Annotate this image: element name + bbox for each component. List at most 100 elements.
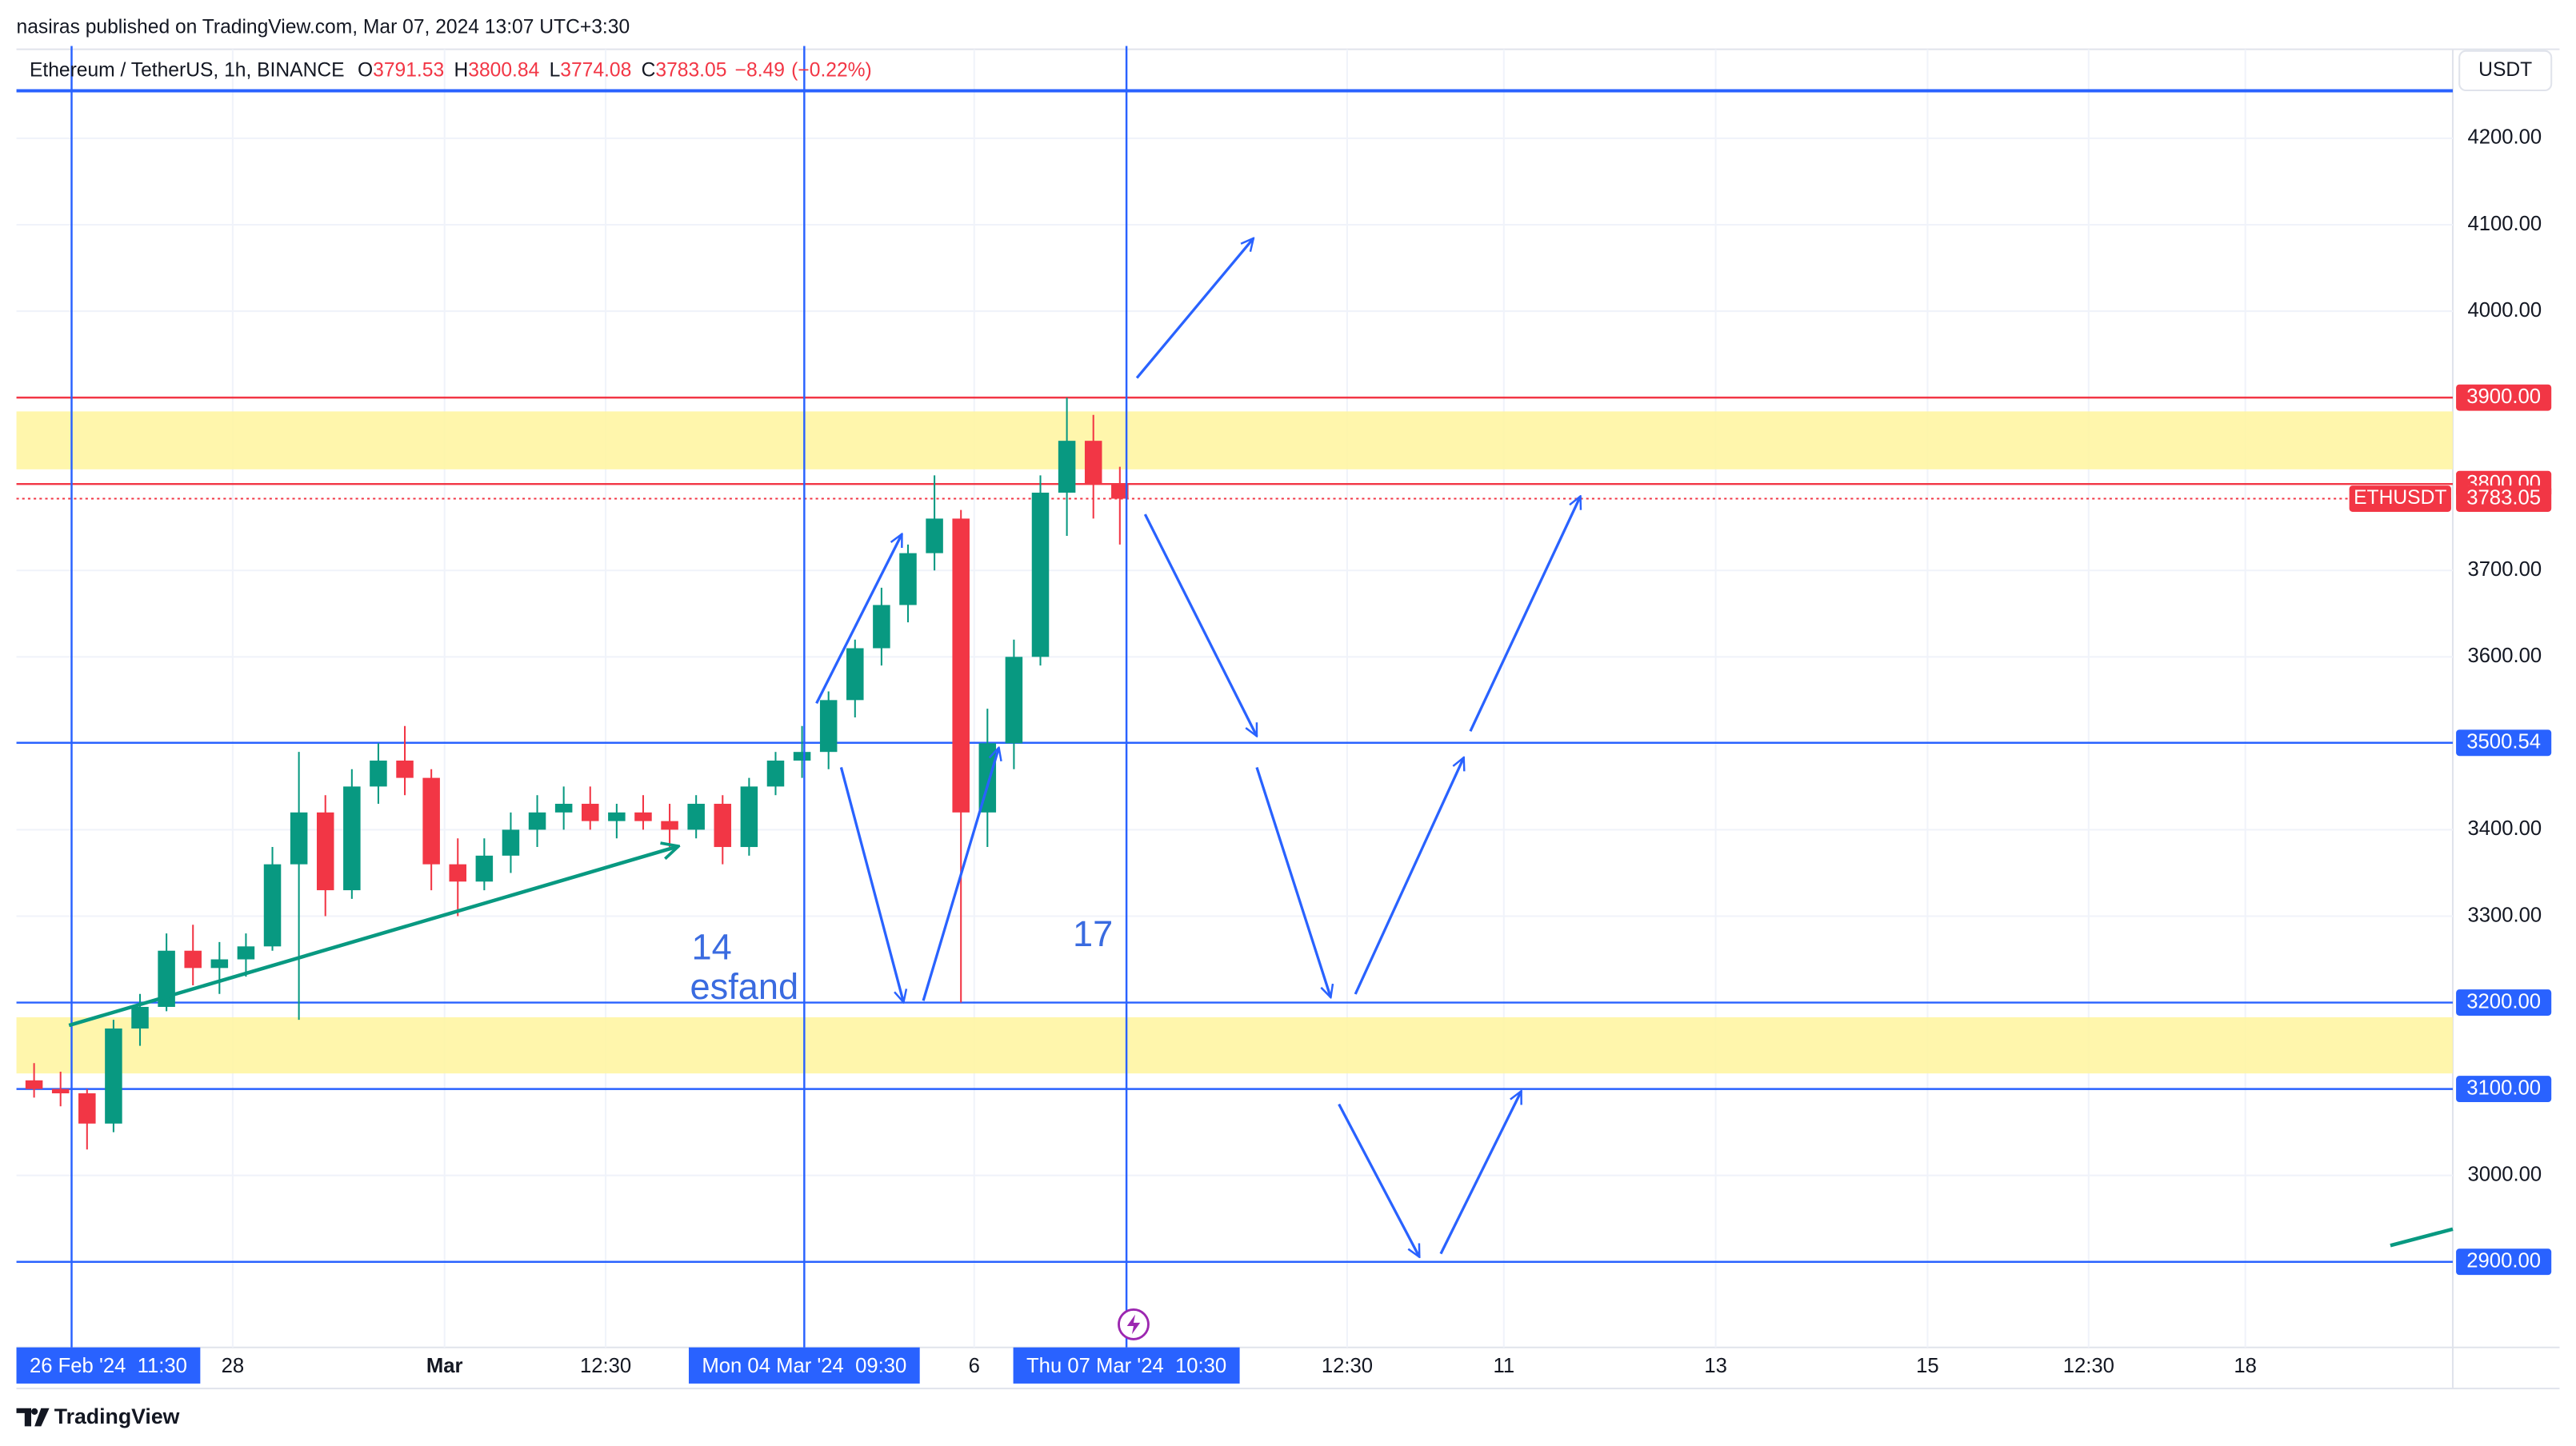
candle-body xyxy=(793,752,811,761)
candle-body xyxy=(634,812,652,821)
candle-body xyxy=(1031,492,1050,657)
legend-value: 3783.05 xyxy=(655,59,726,81)
price-tag-label: 3100.00 xyxy=(2466,1077,2541,1099)
y-tick-label: 4100.00 xyxy=(2467,213,2542,235)
time-tag-label: Mon 04 Mar '24 09:30 xyxy=(702,1355,906,1377)
arrow xyxy=(1354,757,1464,995)
y-tick-label: 4000.00 xyxy=(2467,299,2542,322)
candle-body xyxy=(105,1028,122,1124)
candle-body xyxy=(1084,441,1102,485)
candle-body xyxy=(740,786,758,848)
legend-change-pct: (−0.22%) xyxy=(791,59,872,81)
candle-body xyxy=(952,518,970,813)
price-tag xyxy=(2456,1248,2552,1276)
price-tag xyxy=(2456,384,2552,411)
candle-body xyxy=(554,804,573,813)
price-tag-label: 2900.00 xyxy=(2466,1250,2541,1272)
candle-body xyxy=(899,553,917,605)
arrow xyxy=(815,534,903,705)
price-tag xyxy=(2456,989,2552,1016)
candle-body xyxy=(475,855,494,882)
legend-key: C xyxy=(642,59,656,81)
legend-value: 3774.08 xyxy=(560,59,631,81)
candle-body xyxy=(608,812,626,821)
arrow xyxy=(1469,496,1581,732)
trend-arrow xyxy=(68,846,678,1028)
arrow xyxy=(1338,1103,1421,1257)
candle-body xyxy=(316,812,334,891)
price-tag-label: 3783.05 xyxy=(2466,486,2541,509)
arrow xyxy=(839,767,903,1002)
candle-body xyxy=(210,959,229,969)
arrow xyxy=(1135,238,1254,379)
candle-body xyxy=(819,700,838,753)
price-tag-label: 3200.00 xyxy=(2466,990,2541,1013)
candle-body xyxy=(661,821,678,830)
candle-body xyxy=(370,760,387,787)
y-tick-label: 3600.00 xyxy=(2467,645,2542,667)
time-tag-label: Thu 07 Mar '24 10:30 xyxy=(1026,1355,1226,1377)
price-tag xyxy=(2456,729,2552,757)
x-tick-label: 15 xyxy=(1916,1355,1939,1377)
arrow xyxy=(1255,766,1330,997)
x-tick-label: 12:30 xyxy=(580,1355,631,1377)
event-icon[interactable] xyxy=(1118,1308,1150,1340)
price-tag xyxy=(2456,485,2552,512)
currency-button[interactable] xyxy=(2458,50,2553,92)
y-tick-label: 3000.00 xyxy=(2467,1163,2542,1185)
legend-change: −8.49 xyxy=(735,59,785,81)
price-tag-label: 3900.00 xyxy=(2466,385,2541,408)
y-tick-label: 4200.00 xyxy=(2467,126,2542,149)
x-tick-label: 13 xyxy=(1704,1355,1727,1377)
drawings xyxy=(68,238,2454,1257)
candle-body xyxy=(51,1088,70,1094)
price-tag xyxy=(2456,1076,2552,1103)
y-tick-label: 3400.00 xyxy=(2467,817,2542,840)
legend: Ethereum / TetherUS, 1h, BINANCE O3791.53… xyxy=(30,59,872,81)
candle-body xyxy=(1005,657,1023,744)
x-tick-label: 12:30 xyxy=(1322,1355,1373,1377)
candle-body xyxy=(582,804,599,821)
legend-value: 3791.53 xyxy=(373,59,444,81)
arrow xyxy=(1143,513,1258,736)
x-tick-label: 6 xyxy=(969,1355,980,1377)
x-tick-label: 11 xyxy=(1493,1355,1514,1377)
legend-key: O xyxy=(358,59,373,81)
candle-body xyxy=(237,946,255,960)
symbol-tag-label: ETHUSDT xyxy=(2354,487,2446,509)
brand: TradingView xyxy=(54,1404,180,1428)
candle-body xyxy=(290,812,308,865)
candle-body xyxy=(502,829,520,856)
symbol-tag xyxy=(2349,485,2451,512)
candle-body xyxy=(184,950,202,969)
annotation: 17 xyxy=(1073,913,1113,954)
candle-body xyxy=(25,1080,43,1089)
x-tick-label: 12:30 xyxy=(2063,1355,2114,1377)
candle-body xyxy=(766,760,785,787)
candle-body xyxy=(528,812,546,830)
x-tick-label: 18 xyxy=(2234,1355,2257,1377)
currency[interactable]: USDT xyxy=(2478,59,2532,81)
candle-body xyxy=(873,605,890,649)
time-tag-label: 26 Feb '24 11:30 xyxy=(30,1355,187,1377)
legend-key: H xyxy=(454,59,468,81)
legend-symbol: Ethereum / TetherUS, 1h, BINANCE xyxy=(30,59,345,81)
time-tag xyxy=(16,1347,201,1384)
annotation: 14 xyxy=(692,926,732,967)
candle-body xyxy=(1058,441,1076,493)
y-tick-label: 3700.00 xyxy=(2467,558,2542,581)
candle-body xyxy=(926,518,943,553)
brand-logo xyxy=(16,1408,50,1427)
trend-line xyxy=(2390,1227,2454,1248)
x-tick-label: Mar xyxy=(426,1355,463,1377)
x-tick-label: 28 xyxy=(222,1355,245,1377)
arrow xyxy=(922,748,998,1001)
candle-body xyxy=(396,760,414,778)
candle-body xyxy=(1111,484,1129,499)
time-tag xyxy=(688,1347,920,1384)
time-tag xyxy=(1013,1347,1240,1384)
candle-body xyxy=(846,648,864,701)
legend-key: L xyxy=(550,59,561,81)
